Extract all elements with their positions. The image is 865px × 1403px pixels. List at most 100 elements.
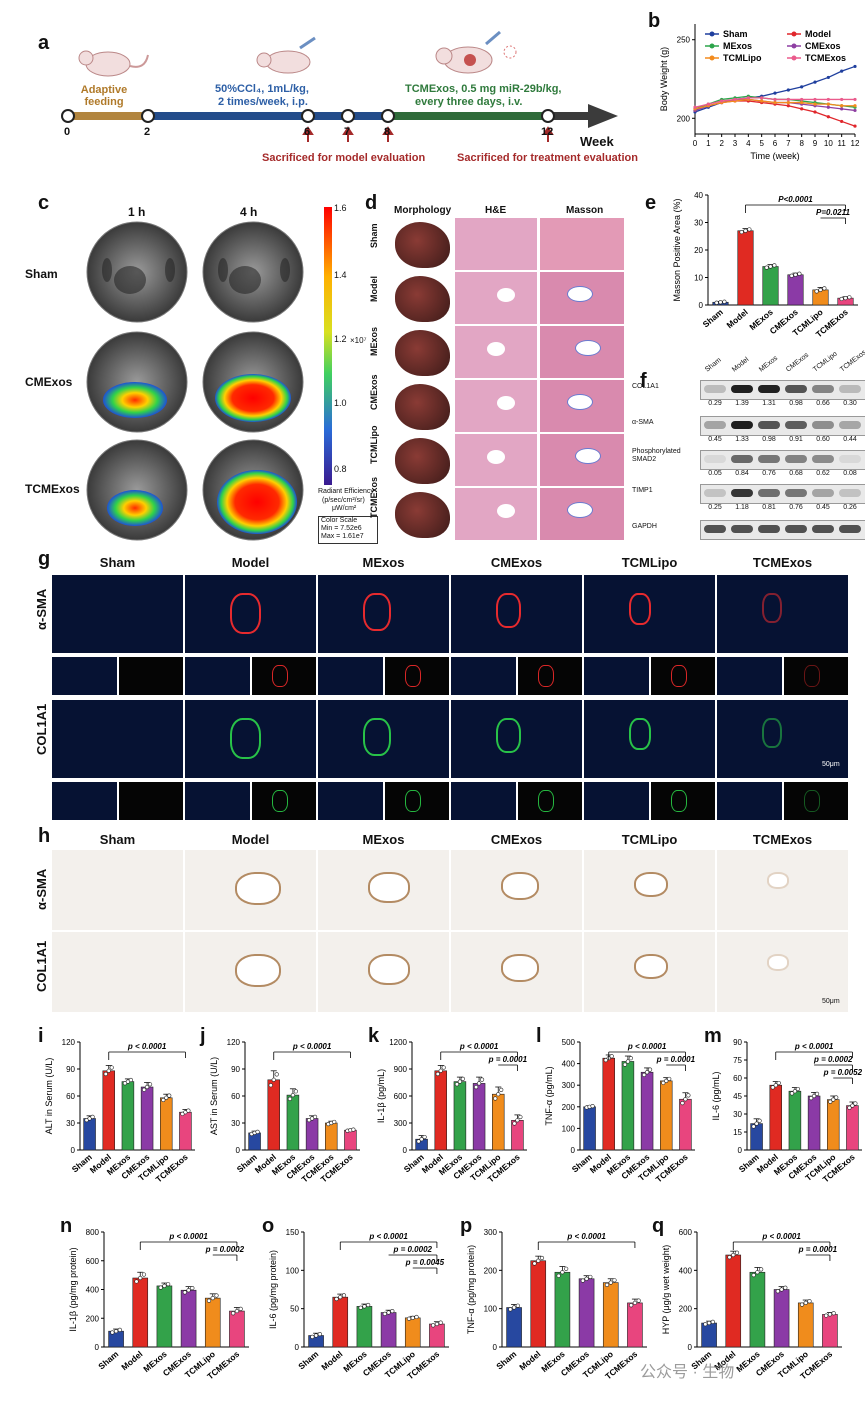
y-tick-label: 250 xyxy=(677,36,691,45)
x-axis-label: Time (week) xyxy=(750,151,799,161)
data-point xyxy=(828,1099,833,1104)
scale-bar-label: 50μm xyxy=(822,998,840,1005)
p-value-label: p = 0.0002 xyxy=(205,1245,245,1254)
p-value-label: p < 0.0001 xyxy=(127,1042,167,1051)
y-tick-label: 20 xyxy=(694,246,703,255)
data-point xyxy=(134,1279,139,1284)
legend-label: Sham xyxy=(723,29,748,39)
color-scale-bar xyxy=(324,207,332,485)
data-point xyxy=(560,1270,565,1275)
y-tick-label: 90 xyxy=(66,1065,75,1074)
p-value-label: p < 0.0001 xyxy=(794,1042,834,1051)
fluorescence-dapi xyxy=(451,782,516,820)
p-value-label: p = 0.0001 xyxy=(656,1055,696,1064)
x-tick-label: 1 xyxy=(706,139,711,148)
mouse-icon xyxy=(78,50,149,77)
y-tick-label: 0 xyxy=(688,1343,693,1352)
bar xyxy=(797,1302,814,1348)
data-point xyxy=(831,1097,836,1102)
data-point xyxy=(847,1105,852,1110)
fluorescence-dapi xyxy=(185,657,250,695)
panel-g-label: g xyxy=(38,548,51,570)
fluorescence-channel xyxy=(517,782,582,820)
y-tick-label: 1200 xyxy=(389,1038,407,1047)
data-point xyxy=(493,1096,498,1101)
data-point xyxy=(231,1311,236,1316)
data-point xyxy=(786,97,790,102)
panel-h-label: h xyxy=(38,825,51,847)
scale-tick-3: 1.2 xyxy=(334,334,347,344)
p-value-label: P=0.0211 xyxy=(816,208,850,217)
fluorescence-dapi xyxy=(185,782,250,820)
group-header: CMExos xyxy=(490,555,543,570)
data-point xyxy=(539,1255,545,1261)
data-point xyxy=(588,1274,593,1280)
y-axis-label: IL-6 (pg/mL) xyxy=(711,1071,721,1120)
p-value-label: p = 0.0002 xyxy=(813,1055,853,1064)
legend-marker xyxy=(709,43,715,49)
tick-0: 0 xyxy=(64,126,71,138)
x-tick-label: 11 xyxy=(838,139,847,148)
y-tick-label: 90 xyxy=(231,1065,240,1074)
data-point xyxy=(661,1080,666,1085)
bar xyxy=(229,1310,245,1348)
group-header: TCMExos xyxy=(752,832,813,847)
data-point xyxy=(214,1293,219,1298)
category-label: Sham xyxy=(701,307,725,330)
panel-e-label: e xyxy=(645,192,657,214)
band-value: 1.18 xyxy=(735,504,749,511)
data-point xyxy=(747,227,752,232)
fluorescence-channel xyxy=(251,657,316,695)
blot-band xyxy=(704,489,726,497)
ihc-image xyxy=(52,932,183,1012)
bar xyxy=(827,1099,840,1151)
data-point xyxy=(686,1093,691,1098)
data-point xyxy=(773,1083,778,1088)
y-tick-label: 300 xyxy=(484,1228,498,1237)
bar xyxy=(822,1314,838,1348)
bar xyxy=(787,274,804,306)
data-point xyxy=(840,104,844,108)
color-scale-title: Color Scale xyxy=(321,517,358,524)
panel-q-label: q xyxy=(652,1215,665,1237)
legend-marker xyxy=(791,31,797,37)
data-point xyxy=(718,300,723,305)
bar xyxy=(492,1093,505,1151)
x-tick-label: 4 xyxy=(746,139,751,148)
y-axis-label: IL-1β (pg/mL) xyxy=(376,1069,386,1123)
data-point xyxy=(775,1289,780,1294)
p-value-label: p = 0.0002 xyxy=(393,1245,433,1254)
x-tick-label: 10 xyxy=(824,139,833,148)
category-label: Model xyxy=(319,1349,344,1372)
legend-label: CMExos xyxy=(805,41,841,51)
bar xyxy=(325,1122,338,1151)
data-point xyxy=(760,96,764,100)
data-point xyxy=(789,1091,795,1096)
p-value-label: p < 0.0001 xyxy=(368,1232,408,1241)
western-blot: Sham Model MExos CMExos TCMLipo TCMExos COL1A1… xyxy=(632,349,865,542)
y-axis-label: TNF-α (pg/mL) xyxy=(544,1066,554,1125)
data-point xyxy=(710,1319,715,1324)
data-point xyxy=(786,104,790,108)
y-tick-label: 30 xyxy=(694,219,703,228)
fluorescence-channel xyxy=(384,782,449,820)
histology-row-label: TCMLipo xyxy=(369,425,379,465)
bar xyxy=(404,1317,421,1348)
adaptive-label: Adaptive feeding xyxy=(80,84,128,108)
blot-band xyxy=(839,385,861,393)
bar xyxy=(602,1282,619,1348)
scale-tick-1: 1.6 xyxy=(334,203,347,213)
y-axis-label: AST in Serum (U/L) xyxy=(209,1057,219,1135)
band-value: 0.25 xyxy=(708,504,722,511)
ivis-imaging xyxy=(86,221,304,541)
data-point xyxy=(727,1255,732,1260)
fluorescence-merge xyxy=(451,700,582,778)
data-point xyxy=(147,1082,153,1087)
x-tick-label: 2 xyxy=(719,139,724,148)
band-value: 0.05 xyxy=(708,470,722,477)
fluorescence-merge xyxy=(584,575,715,653)
he-stain-image xyxy=(455,488,537,540)
fluorescence-merge xyxy=(584,700,715,778)
